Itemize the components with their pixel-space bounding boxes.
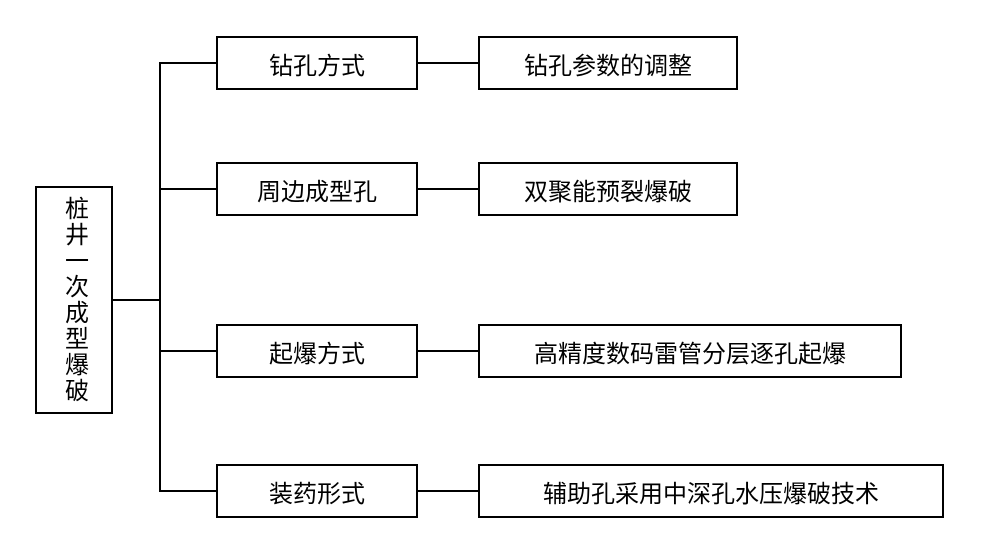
connector-vertical-trunk [159, 62, 161, 492]
leaf-node-water-pressure: 辅助孔采用中深孔水压爆破技术 [478, 464, 944, 518]
branch-node-initiation-method: 起爆方式 [216, 324, 418, 378]
connector-branch-3 [160, 350, 216, 352]
leaf-node-digital-detonator: 高精度数码雷管分层逐孔起爆 [478, 324, 902, 378]
connector-mid-right-4 [418, 490, 478, 492]
connector-main-horizontal [113, 299, 160, 301]
connector-branch-4 [160, 490, 216, 492]
branch-label: 起爆方式 [269, 334, 365, 369]
root-label: 桩井一次成型爆破 [57, 196, 92, 404]
connector-branch-1 [160, 62, 216, 64]
connector-mid-right-1 [418, 62, 478, 64]
leaf-label: 钻孔参数的调整 [524, 46, 692, 81]
branch-node-drilling-method: 钻孔方式 [216, 36, 418, 90]
branch-node-charging-form: 装药形式 [216, 464, 418, 518]
leaf-node-presplit-blasting: 双聚能预裂爆破 [478, 162, 738, 216]
leaf-label: 高精度数码雷管分层逐孔起爆 [534, 334, 846, 369]
branch-label: 周边成型孔 [257, 172, 377, 207]
connector-mid-right-2 [418, 188, 478, 190]
leaf-label: 辅助孔采用中深孔水压爆破技术 [543, 474, 879, 509]
leaf-label: 双聚能预裂爆破 [524, 172, 692, 207]
branch-node-perimeter-hole: 周边成型孔 [216, 162, 418, 216]
connector-branch-2 [160, 188, 216, 190]
leaf-node-drilling-params: 钻孔参数的调整 [478, 36, 738, 90]
root-node: 桩井一次成型爆破 [35, 186, 113, 414]
branch-label: 装药形式 [269, 474, 365, 509]
branch-label: 钻孔方式 [269, 46, 365, 81]
connector-mid-right-3 [418, 350, 478, 352]
